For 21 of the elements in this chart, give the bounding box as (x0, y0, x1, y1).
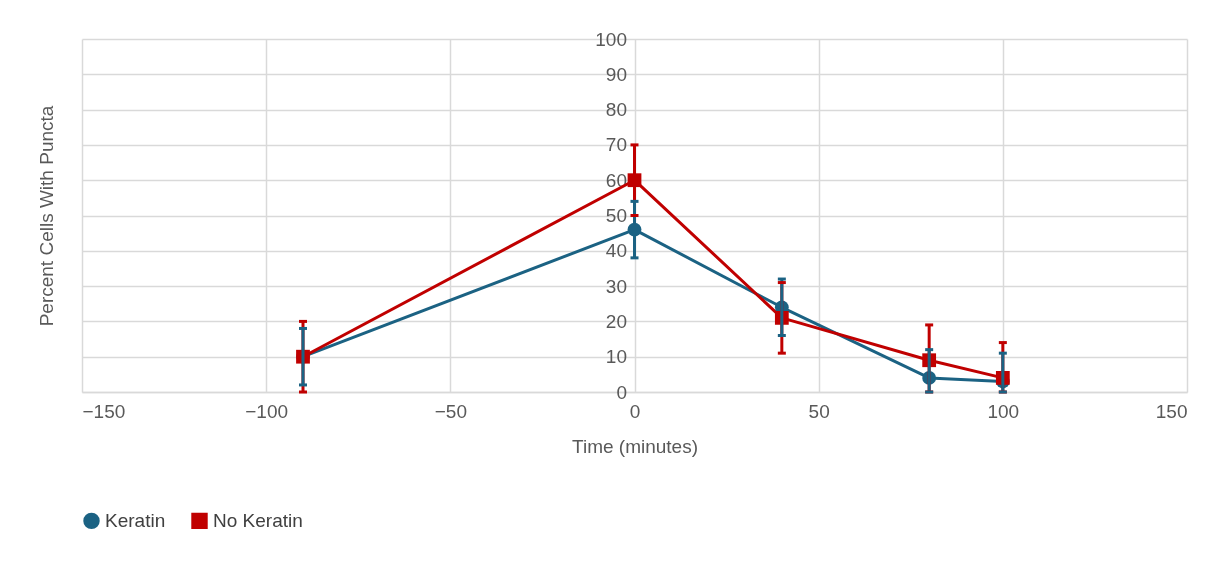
x-tick-label: 100 (987, 400, 1020, 422)
x-tick-label: −100 (245, 400, 289, 422)
y-tick-label: 70 (605, 134, 627, 156)
y-tick-label: 30 (605, 275, 627, 297)
x-tick-label: 0 (629, 400, 641, 422)
y-tick-label: 10 (605, 346, 627, 368)
legend-label: Keratin (105, 509, 166, 531)
y-tick-label: 90 (605, 63, 627, 85)
y-tick-label: 50 (605, 205, 627, 226)
y-tick-label: 80 (605, 99, 627, 121)
x-tick-label: 50 (808, 400, 830, 422)
legend-label: No Keratin (213, 509, 303, 531)
y-tick-label: 40 (605, 240, 627, 262)
y-tick-label: 20 (605, 310, 627, 332)
y-tick-label: 0 (616, 381, 627, 403)
x-tick-label: −50 (434, 400, 467, 422)
x-axis-title: Time (minutes) (572, 435, 698, 457)
y-tick-label: 100 (595, 28, 627, 50)
x-tick-label: 150 (1155, 400, 1188, 422)
y-axis-title: Percent Cells With Puncta (35, 105, 57, 327)
x-tick-label: −150 (82, 400, 126, 422)
